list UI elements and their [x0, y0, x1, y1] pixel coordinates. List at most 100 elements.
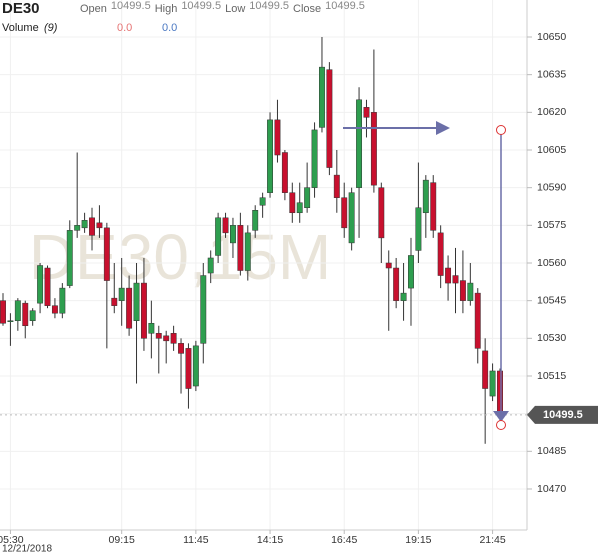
- x-tick-label: 11:45: [183, 534, 209, 546]
- header-label: Close: [293, 3, 321, 15]
- y-tick-label: 10545: [537, 294, 566, 306]
- candle-body: [319, 66, 325, 128]
- candle-body: [133, 282, 140, 321]
- candle-body: [103, 227, 110, 281]
- candle-body: [0, 300, 6, 324]
- candle-body: [378, 187, 385, 239]
- candle-body: [111, 297, 118, 306]
- candle-body: [74, 225, 81, 231]
- y-tick-label: 10485: [537, 445, 566, 457]
- x-tick-label: 21:45: [479, 534, 505, 546]
- candle-body: [385, 262, 392, 269]
- x-tick-label: 05:30: [0, 534, 24, 546]
- indicator-param: (9): [44, 22, 58, 34]
- candle-body: [489, 370, 496, 397]
- candle-body: [200, 275, 207, 344]
- candle-body: [289, 192, 296, 214]
- plot: [0, 0, 527, 530]
- candle-body: [163, 335, 170, 342]
- arrow-head: [436, 121, 450, 135]
- candle-body: [356, 99, 363, 188]
- candle-body: [422, 179, 429, 214]
- candle-body: [7, 320, 14, 322]
- candle-body: [126, 287, 133, 329]
- y-tick-label: 10515: [537, 370, 566, 382]
- header-label: High: [155, 3, 178, 15]
- arrow-head: [493, 411, 509, 422]
- header-value: 10499.5: [181, 0, 221, 12]
- annotation-point: [496, 420, 506, 430]
- candle-body: [51, 305, 58, 314]
- annotation-point: [496, 125, 506, 135]
- candle-body: [467, 282, 474, 301]
- y-tick-label: 10605: [537, 144, 566, 156]
- candle-body: [304, 187, 311, 208]
- candle-body: [244, 232, 251, 271]
- candle-body: [437, 232, 444, 276]
- candle-body: [259, 197, 266, 206]
- indicator-value: 0.0: [162, 22, 177, 34]
- candle-body: [29, 310, 36, 321]
- candle-body: [363, 107, 370, 118]
- candle-body: [393, 267, 400, 301]
- candle-body: [482, 350, 489, 389]
- header-label: Open: [80, 3, 107, 15]
- candle-body: [497, 370, 503, 416]
- candle-body: [408, 255, 414, 289]
- y-tick-label: 10650: [537, 31, 566, 43]
- candle-body: [215, 217, 222, 256]
- candle-body: [326, 69, 333, 168]
- annotation-arrow: [343, 121, 509, 422]
- candle-body: [459, 280, 466, 301]
- candle-body: [452, 275, 459, 284]
- candle-body: [66, 230, 73, 286]
- y-tick-label: 10530: [537, 332, 566, 344]
- candle-body: [237, 225, 244, 271]
- candle-body: [230, 225, 236, 244]
- x-tick-label: 14:15: [257, 534, 283, 546]
- candle-body: [178, 343, 184, 354]
- candle-body: [296, 202, 303, 214]
- y-tick-label: 10620: [537, 106, 566, 118]
- y-tick-label: 10575: [537, 219, 566, 231]
- candle-body: [148, 323, 155, 334]
- candle-body: [140, 282, 147, 339]
- indicator-name: Volume: [2, 22, 39, 34]
- candle-body: [192, 345, 199, 387]
- indicator-value: 0.0: [117, 22, 132, 34]
- candle-body: [37, 265, 44, 304]
- symbol: DE30: [2, 0, 40, 17]
- y-tick-label: 10470: [537, 483, 566, 495]
- price-tag: [527, 405, 598, 424]
- candle-body: [474, 292, 481, 349]
- candle-body: [267, 119, 273, 193]
- candle-body: [415, 207, 422, 251]
- candle-body: [22, 302, 29, 327]
- candle-body: [370, 112, 377, 186]
- candle-body: [430, 182, 437, 231]
- candle-body: [222, 217, 229, 234]
- candle-body: [118, 287, 125, 301]
- watermark: DE30,15M: [29, 221, 331, 293]
- x-tick-label: 16:45: [331, 534, 357, 546]
- candle-body: [348, 192, 355, 244]
- candle-body: [445, 267, 452, 284]
- candle-body: [274, 119, 281, 156]
- candle-body: [207, 257, 214, 274]
- y-tick-label: 10635: [537, 68, 566, 80]
- y-tick-label: 10560: [537, 257, 566, 269]
- candle-body: [155, 333, 162, 339]
- header-label: Low: [225, 3, 245, 15]
- candle-body: [185, 348, 192, 389]
- candle-body: [14, 300, 21, 321]
- candle-body: [96, 222, 103, 229]
- candle-body: [281, 152, 288, 193]
- header-value: 10499.5: [111, 0, 151, 12]
- y-tick-label: 10590: [537, 181, 566, 193]
- candle-body: [311, 129, 318, 188]
- date-label: 12/21/2018: [2, 544, 52, 555]
- candle-body: [170, 333, 177, 344]
- candle-body: [81, 220, 88, 229]
